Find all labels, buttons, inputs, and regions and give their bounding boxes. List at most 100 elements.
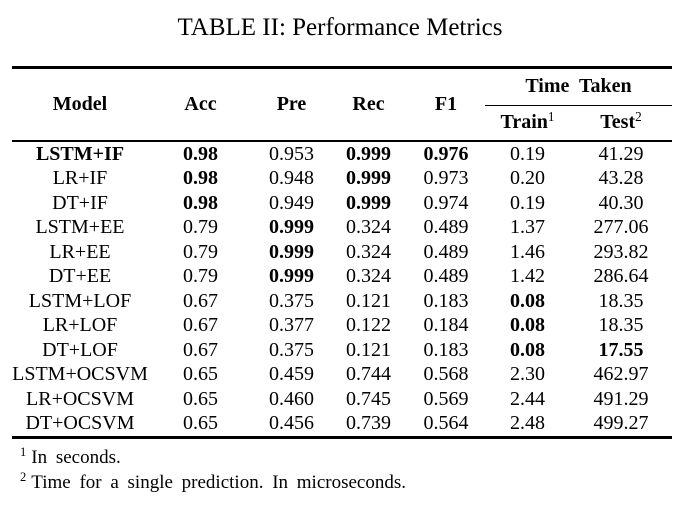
cell-f1: 0.569 — [423, 387, 469, 410]
cell-model: LSTM+IF — [35, 142, 125, 165]
cell-train: 0.19 — [510, 142, 545, 165]
cell-f1: 0.184 — [423, 314, 469, 337]
table-header: Model Acc Pre Rec F1 Time Taken Train1 T… — [12, 67, 672, 142]
cell-train: 2.44 — [510, 387, 545, 410]
cell-train: 1.46 — [510, 240, 545, 263]
cell-pre: 0.953 — [269, 142, 314, 165]
cell-acc: 0.98 — [183, 167, 218, 190]
cell-model: LR+EE — [49, 240, 111, 263]
cell-pre: 0.460 — [269, 387, 314, 410]
cell-train: 2.48 — [510, 412, 545, 435]
footnote-1: 1 In seconds. — [20, 445, 680, 471]
col-header-time-taken: Time Taken — [485, 67, 672, 106]
table-row: LSTM+OCSVM 0.65 0.459 0.744 0.568 2.30 462.97 — [12, 362, 672, 387]
col-header-f1: F1 — [407, 67, 485, 142]
col-header-rec: Rec — [330, 67, 407, 142]
cell-model: LSTM+LOF — [28, 289, 132, 312]
cell-pre: 0.999 — [269, 240, 314, 263]
cell-acc: 0.98 — [183, 191, 218, 214]
cell-train: 0.08 — [510, 289, 545, 312]
cell-pre: 0.949 — [269, 191, 314, 214]
cell-rec: 0.324 — [346, 240, 391, 263]
cell-acc: 0.79 — [183, 216, 218, 239]
cell-pre: 0.999 — [269, 216, 314, 239]
cell-f1: 0.976 — [423, 142, 469, 165]
cell-rec: 0.999 — [346, 191, 391, 214]
table-row: LR+EE 0.79 0.999 0.324 0.489 1.46 293.82 — [12, 240, 672, 265]
cell-acc: 0.67 — [183, 338, 218, 361]
cell-f1: 0.564 — [423, 412, 469, 435]
cell-model: LR+OCSVM — [26, 387, 134, 410]
col-header-train: Train1 — [485, 105, 570, 142]
cell-train: 0.08 — [510, 314, 545, 337]
cell-f1: 0.183 — [423, 289, 469, 312]
table-row: DT+OCSVM 0.65 0.456 0.739 0.564 2.48 499.27 — [12, 411, 672, 437]
cell-rec: 0.122 — [346, 314, 391, 337]
cell-test: 17.55 — [598, 338, 644, 361]
cell-model: DT+EE — [48, 265, 112, 288]
cell-train: 0.19 — [510, 191, 545, 214]
cell-pre: 0.456 — [269, 412, 314, 435]
table-row: LSTM+EE 0.79 0.999 0.324 0.489 1.37 277.06 — [12, 215, 672, 240]
table-row: DT+EE 0.79 0.999 0.324 0.489 1.42 286.64 — [12, 264, 672, 289]
cell-test: 286.64 — [593, 265, 649, 288]
cell-pre: 0.948 — [269, 167, 314, 190]
cell-train: 0.08 — [510, 338, 545, 361]
cell-test: 277.06 — [593, 216, 649, 239]
cell-acc: 0.79 — [183, 240, 218, 263]
cell-rec: 0.739 — [346, 412, 391, 435]
cell-test: 499.27 — [593, 412, 649, 435]
cell-test: 293.82 — [593, 240, 649, 263]
cell-acc: 0.98 — [183, 142, 218, 165]
col-header-acc: Acc — [148, 67, 253, 142]
cell-train: 2.30 — [510, 363, 545, 386]
footnote-1-text: In seconds. — [31, 446, 121, 468]
test-label: Test — [600, 111, 636, 134]
performance-metrics-table: Model Acc Pre Rec F1 Time Taken Train1 T… — [12, 65, 672, 439]
table-row: LR+OCSVM 0.65 0.460 0.745 0.569 2.44 491.29 — [12, 387, 672, 412]
cell-acc: 0.65 — [183, 412, 218, 435]
table-footnotes: 1 In seconds. 2 Time for a single predicti… — [20, 445, 680, 496]
train-label: Train — [500, 111, 548, 134]
cell-f1: 0.489 — [423, 265, 469, 288]
cell-f1: 0.974 — [423, 191, 469, 214]
cell-model: LR+LOF — [42, 314, 118, 337]
table-row: LSTM+IF 0.98 0.953 0.999 0.976 0.19 41.29 — [12, 141, 672, 167]
cell-train: 1.42 — [510, 265, 545, 288]
cell-acc: 0.65 — [183, 363, 218, 386]
cell-acc: 0.79 — [183, 265, 218, 288]
table-caption: TABLE II: Performance Metrics — [177, 14, 503, 41]
cell-rec: 0.121 — [346, 289, 391, 312]
cell-train: 0.20 — [510, 167, 545, 190]
cell-pre: 0.999 — [269, 265, 314, 288]
table-row: LR+IF 0.98 0.948 0.999 0.973 0.20 43.28 — [12, 166, 672, 191]
cell-model: LSTM+OCSVM — [12, 363, 148, 386]
footnote-2: 2 Time for a single prediction. In micros… — [20, 469, 680, 496]
cell-rec: 0.999 — [346, 142, 391, 165]
cell-rec: 0.121 — [346, 338, 391, 361]
col-header-test: Test2 — [570, 105, 672, 142]
header-row-sub: Train1 Test2 — [12, 105, 672, 142]
header-row-top: Model Acc Pre Rec F1 Time Taken — [12, 67, 672, 142]
table-body: LSTM+IF 0.98 0.953 0.999 0.976 0.19 41.29 LR+IF… — [12, 141, 672, 438]
cell-f1: 0.973 — [423, 167, 469, 190]
cell-rec: 0.999 — [346, 167, 391, 190]
cell-f1: 0.183 — [423, 338, 469, 361]
cell-rec: 0.324 — [346, 265, 391, 288]
cell-test: 18.35 — [598, 289, 644, 312]
cell-pre: 0.459 — [269, 363, 314, 386]
table-row: LSTM+LOF 0.67 0.375 0.121 0.183 0.08 18.35 — [12, 289, 672, 314]
cell-test: 41.29 — [598, 142, 644, 165]
cell-test: 491.29 — [593, 387, 649, 410]
cell-model: LSTM+EE — [35, 216, 125, 239]
col-header-model: Model — [12, 67, 148, 142]
cell-f1: 0.489 — [423, 240, 469, 263]
footnote-2-marker: 2 — [20, 469, 27, 484]
table-row: DT+LOF 0.67 0.375 0.121 0.183 0.08 17.55 — [12, 338, 672, 363]
cell-model: DT+OCSVM — [25, 412, 135, 435]
cell-test: 462.97 — [593, 363, 649, 386]
cell-model: DT+IF — [52, 191, 108, 214]
test-footnote-marker: 2 — [635, 109, 642, 124]
cell-rec: 0.744 — [346, 363, 391, 386]
